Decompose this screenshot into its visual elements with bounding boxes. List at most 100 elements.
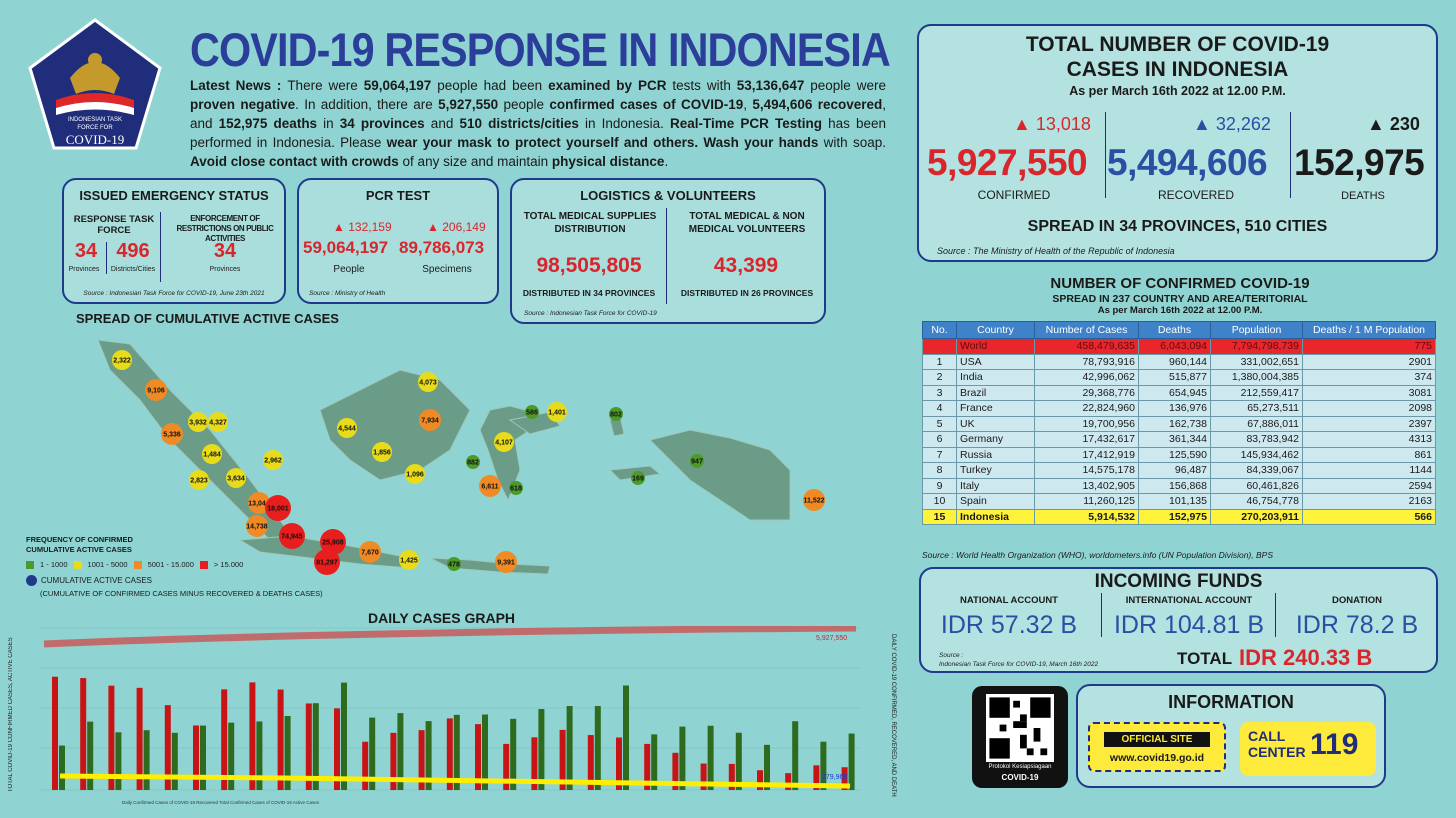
restrict-provinces-label: Provinces xyxy=(209,266,241,273)
recovered-bar xyxy=(482,714,488,790)
legend-title2: CUMULATIVE ACTIVE CASES xyxy=(26,545,132,554)
table-cell: 60,461,826 xyxy=(1210,477,1303,494)
map-bubble-label: 4,327 xyxy=(209,420,227,427)
pcr-test-panel: PCR TEST ▲ 132,159 59,064,197 People ▲ 2… xyxy=(297,178,499,304)
table-cell: 22,824,960 xyxy=(1034,400,1139,417)
table-cell: 2098 xyxy=(1302,400,1436,417)
pcr-specimen-increase: 206,149 xyxy=(442,220,486,234)
map-bubble xyxy=(188,412,208,432)
confirmed-bar xyxy=(785,773,792,790)
col-country: Country xyxy=(956,321,1035,339)
deaths-increase: 230 xyxy=(1389,114,1420,134)
map-bubble xyxy=(189,470,209,490)
pcr-source: Source : Ministry of Health xyxy=(309,290,386,297)
recovered-bar xyxy=(228,722,235,790)
recovered-bar xyxy=(764,744,770,790)
col-population: Population xyxy=(1210,321,1303,339)
table-cell: 331,002,651 xyxy=(1210,353,1303,370)
map-title: SPREAD OF CUMULATIVE ACTIVE CASES xyxy=(76,311,339,326)
table-cell: 67,886,011 xyxy=(1210,415,1303,432)
table-cell: 162,738 xyxy=(1138,415,1211,432)
graph-y-right-label: DAILY COVID-19 CONFIRMED, RECOVERED, AND… xyxy=(890,633,896,797)
map-bubble xyxy=(314,549,340,575)
table-cell: 1144 xyxy=(1302,462,1436,479)
medical-supplies-value: 98,505,805 xyxy=(536,254,642,277)
map-bubble xyxy=(208,412,228,432)
active-cases-dot-icon xyxy=(26,575,37,586)
map-bubble xyxy=(372,442,392,462)
funds-total-label: TOTAL xyxy=(1177,649,1233,668)
table-row: 3 Brazil 29,368,776 654,945 212,559,417 3081 xyxy=(922,384,1436,401)
qr-code-icon xyxy=(986,694,1054,762)
table-cell: 270,203,911 xyxy=(1210,508,1303,525)
map-bubble-label: 1,856 xyxy=(373,450,391,457)
table-cell: 3081 xyxy=(1302,384,1436,401)
table-row: 8 Turkey 14,575,178 96,487 84,339,067 1144 xyxy=(922,462,1436,479)
recovered-bar xyxy=(59,745,65,790)
recovered-bar xyxy=(651,734,658,790)
map-bubble xyxy=(145,379,167,401)
map-bubble xyxy=(479,475,501,497)
qr-label2: COVID-19 xyxy=(1001,773,1039,782)
table-cell: 374 xyxy=(1302,369,1436,386)
map-legend: 1 - 1000 1001 - 5000 5001 - 15.000 > 15.… xyxy=(26,560,243,569)
recovered-bar xyxy=(115,732,122,790)
funds-source1: Source : xyxy=(939,652,964,659)
table-cell: France xyxy=(956,400,1035,417)
official-site-button[interactable]: OFFICIAL SITE www.covid19.go.id xyxy=(1088,722,1226,772)
map-bubble-label: 586 xyxy=(526,410,538,417)
emergency-status-panel: ISSUED EMERGENCY STATUS RESPONSE TASK FO… xyxy=(62,178,286,304)
pcr-title: PCR TEST xyxy=(365,188,431,203)
totals-spread: SPREAD IN 34 PROVINCES, 510 CITIES xyxy=(1027,218,1328,235)
recovered-bar xyxy=(707,725,714,790)
confirmed-bar xyxy=(475,724,481,790)
map-bubble xyxy=(112,350,132,370)
map-bubble-label: 2,823 xyxy=(190,478,208,485)
map-bubble-label: 169 xyxy=(632,476,644,483)
world-table-wrap: No. Country Number of Cases Deaths Popul… xyxy=(922,321,1436,525)
restrictions-head: ENFORCEMENT OF RESTRICTIONS ON PUBLIC AC… xyxy=(176,214,274,243)
qr-card[interactable]: Protokol Kesiapsiagaan COVID-19 xyxy=(972,686,1068,788)
table-cell: Germany xyxy=(956,431,1035,448)
recovered-bar xyxy=(820,741,827,790)
confirmed-bar xyxy=(757,770,763,790)
international-value: IDR 104.81 B xyxy=(1113,611,1265,639)
map-bubble-label: 14,738 xyxy=(246,524,268,531)
table-cell: 2 xyxy=(922,369,957,386)
confirmed-bar xyxy=(221,689,228,790)
map-bubble-label: 2,322 xyxy=(113,358,131,365)
daily-cases-chart: 5,927,550 279,969 Daily Confirmed Cases … xyxy=(40,626,860,805)
table-cell: 861 xyxy=(1302,446,1436,463)
map-bubble xyxy=(320,529,346,555)
table-cell: 46,754,778 xyxy=(1210,493,1303,510)
table-cell: 2397 xyxy=(1302,415,1436,432)
map-bubble-label: 11,522 xyxy=(803,498,824,505)
confirmed-label: CONFIRMED xyxy=(977,188,1051,202)
call-center-button[interactable]: CALL CENTER 119 xyxy=(1240,722,1376,776)
recovered-bar xyxy=(143,730,150,790)
table-cell: 19,700,956 xyxy=(1034,415,1139,432)
recovered-increase: 32,262 xyxy=(1215,114,1271,134)
logistics-source: Source : Indonesian Task Force for COVID… xyxy=(524,310,657,317)
table-cell: 84,339,067 xyxy=(1210,462,1303,479)
col-no: No. xyxy=(922,321,957,339)
table-cell: 101,135 xyxy=(1138,493,1211,510)
recovered-bar xyxy=(200,725,206,790)
table-cell: 960,144 xyxy=(1138,353,1211,370)
table-cell: 5 xyxy=(922,415,957,432)
recovered-bar xyxy=(792,721,799,790)
table-cell: 3 xyxy=(922,384,957,401)
confirmed-bar xyxy=(362,741,369,790)
volunteers-footer: DISTRIBUTED IN 26 PROVINCES xyxy=(680,288,814,298)
recovered-bar xyxy=(369,717,376,790)
table-cell: 2163 xyxy=(1302,493,1436,510)
world-source: Source : World Health Organization (WHO)… xyxy=(922,550,1273,560)
table-row: 1 USA 78,793,916 960,144 331,002,651 2901 xyxy=(922,353,1436,370)
map-bubble xyxy=(279,523,305,549)
table-cell: 42,996,062 xyxy=(1034,369,1139,386)
map-bubble xyxy=(609,407,623,421)
legend-4: > 15.000 xyxy=(213,560,244,569)
tf-districts-label: Districts/Cities xyxy=(110,266,156,273)
confirmed-bar xyxy=(728,763,735,790)
recovered-label: RECOVERED xyxy=(1157,188,1234,202)
